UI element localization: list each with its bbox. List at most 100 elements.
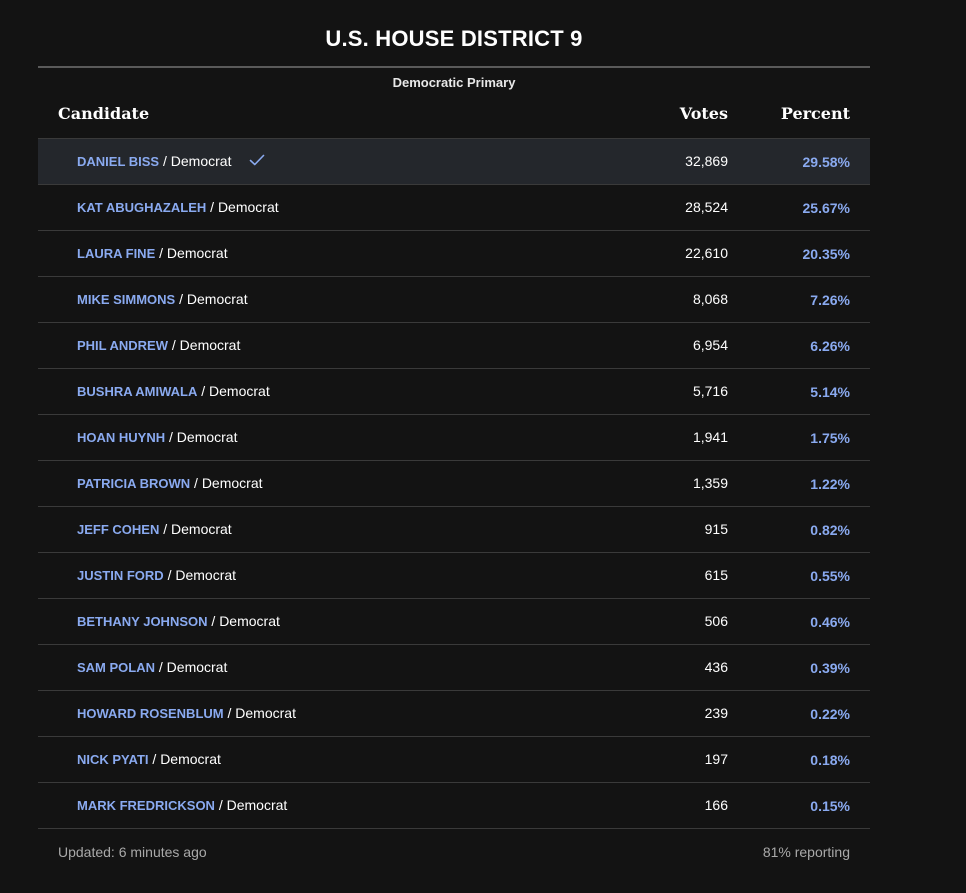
candidate-name-link[interactable]: BETHANY JOHNSON: [77, 614, 208, 629]
candidate-name-link[interactable]: BUSHRA AMIWALA: [77, 384, 198, 399]
table-row: HOAN HUYNH / Democrat 1,941 1.75%: [38, 415, 870, 461]
candidate-cell: DANIEL BISS / Democrat: [77, 139, 265, 184]
candidate-name-link[interactable]: KAT ABUGHAZALEH: [77, 200, 207, 215]
table-row: LAURA FINE / Democrat 22,610 20.35%: [38, 231, 870, 277]
table-row: JUSTIN FORD / Democrat 615 0.55%: [38, 553, 870, 599]
vote-percent: 5.14%: [810, 384, 850, 400]
candidate-name-link[interactable]: DANIEL BISS: [77, 154, 160, 169]
candidate-party: Democrat: [186, 291, 248, 307]
party-separator: /: [167, 567, 172, 583]
candidate-name-link[interactable]: MARK FREDRICKSON: [77, 798, 215, 813]
race-subtitle: Democratic Primary: [392, 75, 516, 90]
vote-percent: 0.55%: [810, 568, 850, 584]
candidate-cell: PHIL ANDREW / Democrat: [77, 323, 240, 368]
vote-percent: 7.26%: [810, 292, 850, 308]
vote-count: 32,869: [685, 153, 728, 169]
candidate-name-link[interactable]: PHIL ANDREW: [77, 338, 168, 353]
vote-count: 6,954: [692, 337, 728, 353]
vote-count: 166: [704, 797, 728, 813]
vote-count: 5,716: [692, 383, 728, 399]
vote-count: 239: [704, 705, 728, 721]
candidate-name-link[interactable]: NICK PYATI: [77, 752, 149, 767]
candidate-party: Democrat: [170, 153, 232, 169]
candidate-name-link[interactable]: HOAN HUYNH: [77, 430, 166, 445]
vote-percent: 1.22%: [810, 476, 850, 492]
candidate-cell: NICK PYATI / Democrat: [77, 737, 221, 782]
party-separator: /: [159, 245, 164, 261]
vote-percent: 0.15%: [810, 798, 850, 814]
vote-percent: 0.46%: [810, 614, 850, 630]
candidate-party: Democrat: [176, 429, 238, 445]
candidate-cell: MIKE SIMMONS / Democrat: [77, 277, 248, 322]
candidate-party: Democrat: [166, 659, 228, 675]
candidate-name-link[interactable]: JUSTIN FORD: [77, 568, 164, 583]
candidate-party: Democrat: [209, 383, 270, 399]
reporting-status: 81% reporting: [762, 844, 850, 860]
candidate-cell: MARK FREDRICKSON / Democrat: [77, 783, 287, 828]
vote-count: 8,068: [692, 291, 728, 307]
table-row: HOWARD ROSENBLUM / Democrat 239 0.22%: [38, 691, 870, 737]
party-separator: /: [201, 383, 206, 399]
candidate-cell: LAURA FINE / Democrat: [77, 231, 228, 276]
candidate-name-link[interactable]: JEFF COHEN: [77, 522, 160, 537]
vote-count: 28,524: [685, 199, 728, 215]
candidate-cell: BUSHRA AMIWALA / Democrat: [77, 369, 270, 414]
table-header: Candidate Votes Percent: [38, 90, 870, 139]
party-separator: /: [158, 659, 163, 675]
candidate-party: Democrat: [226, 797, 288, 813]
candidate-cell: KAT ABUGHAZALEH / Democrat: [77, 185, 279, 230]
vote-percent: 0.82%: [810, 522, 850, 538]
vote-count: 436: [704, 659, 728, 675]
candidate-name-link[interactable]: LAURA FINE: [77, 246, 156, 261]
vote-count: 197: [704, 751, 728, 767]
vote-percent: 0.18%: [810, 752, 850, 768]
candidate-cell: HOAN HUYNH / Democrat: [77, 415, 237, 460]
vote-count: 22,610: [685, 245, 728, 261]
candidate-party: Democrat: [166, 245, 228, 261]
vote-percent: 0.22%: [810, 706, 850, 722]
candidate-name-link[interactable]: MIKE SIMMONS: [77, 292, 176, 307]
results-widget: U.S. HOUSE DISTRICT 9 Democratic Primary…: [38, 0, 870, 875]
table-row: PATRICIA BROWN / Democrat 1,359 1.22%: [38, 461, 870, 507]
party-separator: /: [179, 291, 184, 307]
candidate-name-link[interactable]: HOWARD ROSENBLUM: [77, 706, 224, 721]
candidate-party: Democrat: [201, 475, 263, 491]
candidate-cell: PATRICIA BROWN / Democrat: [77, 461, 263, 506]
candidate-party: Democrat: [179, 337, 241, 353]
candidate-name-link[interactable]: SAM POLAN: [77, 660, 155, 675]
vote-percent: 0.39%: [810, 660, 850, 676]
checkmark-icon: [249, 139, 265, 183]
candidate-cell: BETHANY JOHNSON / Democrat: [77, 599, 280, 644]
party-separator: /: [218, 797, 223, 813]
candidate-party: Democrat: [217, 199, 279, 215]
vote-percent: 6.26%: [810, 338, 850, 354]
header-candidate: Candidate: [58, 104, 150, 123]
party-separator: /: [152, 751, 157, 767]
table-row: KAT ABUGHAZALEH / Democrat 28,524 25.67%: [38, 185, 870, 231]
candidate-party: Democrat: [175, 567, 237, 583]
table-row: PHIL ANDREW / Democrat 6,954 6.26%: [38, 323, 870, 369]
vote-count: 506: [704, 613, 728, 629]
results-table-body: DANIEL BISS / Democrat 32,869 29.58% KAT AB…: [38, 139, 870, 829]
candidate-party: Democrat: [219, 613, 280, 629]
vote-count: 1,359: [692, 475, 728, 491]
party-separator: /: [194, 475, 198, 491]
party-separator: /: [163, 521, 168, 537]
table-row: BETHANY JOHNSON / Democrat 506 0.46%: [38, 599, 870, 645]
table-row: MARK FREDRICKSON / Democrat 166 0.15%: [38, 783, 870, 829]
table-row: SAM POLAN / Democrat 436 0.39%: [38, 645, 870, 691]
vote-percent: 20.35%: [802, 246, 850, 262]
party-separator: /: [163, 153, 167, 169]
candidate-cell: HOWARD ROSENBLUM / Democrat: [77, 691, 296, 736]
vote-percent: 1.75%: [810, 430, 850, 446]
updated-timestamp: Updated: 6 minutes ago: [58, 844, 207, 860]
candidate-party: Democrat: [235, 705, 296, 721]
candidate-name-link[interactable]: PATRICIA BROWN: [77, 476, 191, 491]
candidate-cell: JUSTIN FORD / Democrat: [77, 553, 236, 598]
header-votes: Votes: [679, 104, 728, 123]
race-title: U.S. HOUSE DISTRICT 9: [38, 0, 870, 68]
party-separator: /: [211, 613, 216, 629]
vote-count: 615: [704, 567, 728, 583]
vote-count: 1,941: [692, 429, 728, 445]
table-row: DANIEL BISS / Democrat 32,869 29.58%: [38, 139, 870, 185]
